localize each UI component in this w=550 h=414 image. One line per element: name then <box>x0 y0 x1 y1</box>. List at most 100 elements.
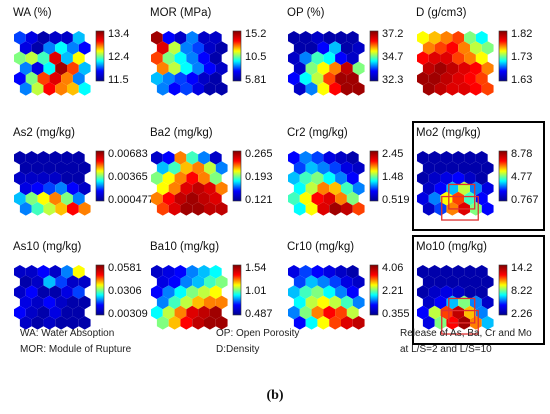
hex-cell <box>422 202 435 216</box>
component-plane: OP (%) 37.2 34.7 32.3 <box>287 7 403 96</box>
hex-cell <box>14 71 26 86</box>
colorbar-tick-label: 0.000477 <box>108 194 154 206</box>
hex-cell <box>317 181 330 196</box>
hex-cell <box>434 41 447 55</box>
hex-cell <box>209 151 222 165</box>
hex-cell <box>174 191 187 206</box>
hex-cell <box>25 71 38 86</box>
hex-cell <box>198 265 210 279</box>
hex-cell <box>61 51 73 65</box>
hex-cell <box>43 61 56 76</box>
colorbar-tick-label: 2.21 <box>382 285 403 297</box>
hex-cell <box>67 316 79 330</box>
hex-cell <box>67 161 79 175</box>
hex-cell <box>186 71 199 86</box>
hex-cell <box>78 202 91 216</box>
hex-cell <box>288 265 300 279</box>
hex-cell <box>204 295 216 310</box>
hex-cell <box>156 275 169 289</box>
hex-cell <box>162 171 175 185</box>
hex-cell <box>43 181 56 196</box>
hex-cell <box>67 41 79 55</box>
hex-cell <box>14 285 26 299</box>
colorbar <box>95 150 105 202</box>
hex-cell <box>192 161 204 175</box>
hex-cell <box>293 61 306 76</box>
hex-cell <box>49 171 62 185</box>
hex-cell <box>293 202 306 216</box>
colorbar-tick-label: 0.0306 <box>108 285 142 297</box>
hex-cell <box>323 151 336 165</box>
hex-cell <box>346 51 359 65</box>
hex-cell <box>192 295 204 310</box>
hex-cell <box>55 82 67 96</box>
hex-cell <box>168 295 181 310</box>
hex-cell <box>329 275 341 289</box>
hex-cell <box>72 31 85 45</box>
hex-cell <box>293 41 306 55</box>
hex-cell <box>329 41 341 55</box>
hex-cell <box>168 202 181 216</box>
hex-cell <box>55 181 67 196</box>
hex-cell <box>422 295 435 310</box>
hex-cell <box>78 82 91 96</box>
hex-cell <box>49 285 62 299</box>
hex-cell <box>452 191 465 206</box>
hex-cell <box>329 61 341 76</box>
hex-cell <box>61 71 73 86</box>
colorbar-tick-label: 11.5 <box>108 74 129 86</box>
hex-cell <box>186 305 199 320</box>
hex-cell <box>31 316 44 330</box>
hex-cell <box>174 151 187 165</box>
hex-cell <box>440 285 453 299</box>
hex-cell <box>470 275 482 289</box>
hex-cell <box>341 181 353 196</box>
hex-cell <box>43 41 56 55</box>
hex-cell <box>434 82 447 96</box>
hex-cell <box>458 82 470 96</box>
hex-cell <box>323 265 336 279</box>
hex-cell <box>305 41 318 55</box>
hex-cell <box>19 275 32 289</box>
colorbar <box>498 30 508 82</box>
hex-cell <box>151 305 163 320</box>
hex-cell <box>293 82 306 96</box>
hex-cell <box>162 265 175 279</box>
hex-cell <box>78 295 91 310</box>
hex-cell <box>209 265 222 279</box>
hex-cell <box>352 181 365 196</box>
hex-cell <box>288 191 300 206</box>
hex-cell <box>428 151 441 165</box>
hex-cell <box>299 71 312 86</box>
hex-cell <box>464 51 476 65</box>
hex-cell <box>61 285 73 299</box>
hex-cell <box>72 51 85 65</box>
hex-cell <box>19 202 32 216</box>
colorbar-tick-label: 1.82 <box>511 28 532 40</box>
hex-cell <box>458 41 470 55</box>
hex-cell <box>162 51 175 65</box>
hex-cell <box>481 202 494 216</box>
hex-cell <box>67 181 79 196</box>
hex-cell <box>49 151 62 165</box>
hex-cell <box>19 61 32 76</box>
hex-cell <box>440 151 453 165</box>
hex-cell <box>192 275 204 289</box>
colorbar-tick-label: 4.77 <box>511 171 532 183</box>
colorbar-tick-label: 0.265 <box>245 148 273 160</box>
hex-cell <box>37 305 50 320</box>
hex-cell <box>346 305 359 320</box>
hex-cell <box>192 202 204 216</box>
hex-cell <box>168 61 181 76</box>
hex-cell <box>305 275 318 289</box>
hex-cell <box>215 275 228 289</box>
hex-cell <box>162 31 175 45</box>
hex-cell <box>417 71 429 86</box>
hex-cell <box>452 305 465 320</box>
hex-cell <box>43 82 56 96</box>
hex-cell <box>174 51 187 65</box>
hex-cell <box>341 295 353 310</box>
colorbar-tick-label: 15.2 <box>245 28 266 40</box>
hex-cell <box>305 161 318 175</box>
